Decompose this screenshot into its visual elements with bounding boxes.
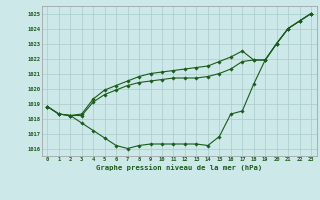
X-axis label: Graphe pression niveau de la mer (hPa): Graphe pression niveau de la mer (hPa) bbox=[96, 164, 262, 171]
